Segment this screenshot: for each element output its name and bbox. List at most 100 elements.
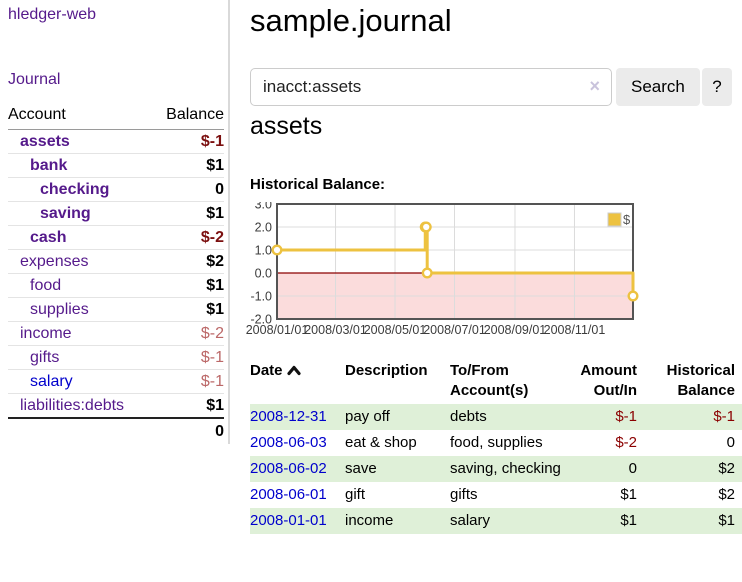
svg-text:-1.0: -1.0 xyxy=(250,290,272,304)
column-header-balance: Historical Balance xyxy=(666,362,735,399)
account-row: cash $-2 xyxy=(8,225,224,250)
search-input[interactable] xyxy=(250,68,612,106)
transaction-balance: $1 xyxy=(718,512,735,529)
account-row: liabilities:debts $1 xyxy=(8,393,224,418)
transaction-amount: $-1 xyxy=(615,408,637,425)
account-link-expenses[interactable]: expenses xyxy=(20,253,89,270)
account-link-income[interactable]: income xyxy=(20,325,72,342)
svg-text:2008/07/01: 2008/07/01 xyxy=(423,323,486,337)
column-header-accounts: To/From Account(s) xyxy=(450,362,529,399)
account-row: checking 0 xyxy=(8,177,224,202)
account-balance: $1 xyxy=(152,273,224,298)
account-balance: $-2 xyxy=(152,321,224,346)
account-link-bank[interactable]: bank xyxy=(30,157,68,174)
transaction-balance: $-1 xyxy=(713,408,735,425)
transaction-row: 2008-01-01 income salary $1 $1 xyxy=(250,508,742,534)
svg-text:2008/09/01: 2008/09/01 xyxy=(484,323,547,337)
transaction-date-link[interactable]: 2008-06-02 xyxy=(250,460,327,477)
transaction-amount: $-2 xyxy=(615,434,637,451)
search-box: × xyxy=(250,68,612,106)
app-title-link[interactable]: hledger-web xyxy=(8,6,97,23)
sidebar-table-header: Account Balance xyxy=(8,106,224,130)
register-header-row: Date Description To/From Account(s) Amou… xyxy=(250,358,742,404)
svg-text:1.0: 1.0 xyxy=(255,244,272,258)
sidebar-accounts-table: Account Balance assets $-1 bank $1 checking 0… xyxy=(8,106,224,443)
transaction-date-link[interactable]: 2008-06-01 xyxy=(250,486,327,503)
svg-text:2008/01/01: 2008/01/01 xyxy=(246,323,309,337)
register-body: 2008-12-31 pay off debts $-1 $-1 2008-06-03 ea… xyxy=(250,404,742,534)
account-balance: $-1 xyxy=(152,369,224,394)
search-bar: × Search ? xyxy=(250,68,742,108)
account-heading: assets xyxy=(250,112,323,140)
transaction-amount: 0 xyxy=(628,460,637,477)
account-balance: $-1 xyxy=(152,345,224,370)
account-link-liabilities-debts[interactable]: liabilities:debts xyxy=(20,397,125,414)
account-row: assets $-1 xyxy=(8,130,224,154)
transaction-date-link[interactable]: 2008-01-01 xyxy=(250,512,327,529)
date-column-label: Date xyxy=(250,362,283,379)
svg-text:-2.0: -2.0 xyxy=(250,313,272,327)
svg-text:2008/03/01: 2008/03/01 xyxy=(304,323,367,337)
transaction-row: 2008-12-31 pay off debts $-1 $-1 xyxy=(250,404,742,430)
account-link-food[interactable]: food xyxy=(30,277,62,294)
transaction-row: 2008-06-01 gift gifts $1 $2 xyxy=(250,482,742,508)
account-balance: $1 xyxy=(152,393,224,418)
account-column-header: Account xyxy=(8,106,153,130)
account-row: bank $1 xyxy=(8,153,224,178)
register-table: Date Description To/From Account(s) Amou… xyxy=(250,358,742,534)
account-link-supplies[interactable]: supplies xyxy=(30,301,89,318)
svg-text:3.0: 3.0 xyxy=(255,202,272,212)
account-balance: $-2 xyxy=(152,225,224,250)
transaction-balance: 0 xyxy=(726,434,735,451)
transaction-description: save xyxy=(345,460,377,477)
sort-ascending-icon xyxy=(286,365,301,376)
transaction-row: 2008-06-03 eat & shop food, supplies $-2 0 xyxy=(250,430,742,456)
account-row: food $1 xyxy=(8,273,224,298)
account-row: expenses $2 xyxy=(8,249,224,274)
account-balance: $1 xyxy=(152,201,224,226)
transaction-balance: $2 xyxy=(718,460,735,477)
account-balance: $1 xyxy=(152,153,224,178)
account-row: gifts $-1 xyxy=(8,345,224,370)
account-balance: $2 xyxy=(152,249,224,274)
svg-text:$: $ xyxy=(623,212,631,227)
column-header-description: Description xyxy=(345,362,428,379)
transaction-amount: $1 xyxy=(620,486,637,503)
balance-column-header: Balance xyxy=(152,106,224,130)
transaction-date-link[interactable]: 2008-12-31 xyxy=(250,408,327,425)
svg-text:0.0: 0.0 xyxy=(255,267,272,281)
transaction-description: eat & shop xyxy=(345,434,417,451)
column-header-date[interactable]: Date xyxy=(250,358,345,404)
clear-search-icon[interactable]: × xyxy=(589,76,600,96)
account-link-assets[interactable]: assets xyxy=(20,133,70,150)
column-header-amount: Amount Out/In xyxy=(580,362,637,399)
main-content: sample.journal × Search ? assets Histori… xyxy=(246,0,742,582)
transaction-balance: $2 xyxy=(718,486,735,503)
total-row: 0 xyxy=(8,417,224,443)
sidebar: hledger-web Journal Account Balance asse… xyxy=(0,0,230,444)
chart-title: Historical Balance: xyxy=(250,176,386,193)
transaction-accounts: debts xyxy=(450,408,487,425)
account-balance: 0 xyxy=(152,177,224,202)
sidebar-accounts-body: assets $-1 bank $1 checking 0 saving $1 cash $-2 e… xyxy=(8,130,224,418)
page-title: sample.journal xyxy=(250,3,452,38)
transaction-date-link[interactable]: 2008-06-03 xyxy=(250,434,327,451)
account-link-cash[interactable]: cash xyxy=(30,229,67,246)
historical-balance-chart[interactable]: 3.0 2.0 1.0 0.0 -1.0 -2.02008/01/012008/03/01… xyxy=(240,202,640,347)
svg-text:2008/05/01: 2008/05/01 xyxy=(364,323,427,337)
account-link-saving[interactable]: saving xyxy=(40,205,91,222)
total-balance: 0 xyxy=(8,417,224,443)
transaction-row: 2008-06-02 save saving, checking 0 $2 xyxy=(250,456,742,482)
account-row: salary $-1 xyxy=(8,369,224,394)
transaction-description: gift xyxy=(345,486,366,503)
help-button[interactable]: ? xyxy=(702,68,732,106)
account-link-salary[interactable]: salary xyxy=(30,373,73,390)
account-link-checking[interactable]: checking xyxy=(40,181,110,198)
account-balance: $1 xyxy=(152,297,224,322)
account-link-gifts[interactable]: gifts xyxy=(30,349,60,366)
account-row: saving $1 xyxy=(8,201,224,226)
search-button[interactable]: Search xyxy=(616,68,700,106)
nav-journal-link[interactable]: Journal xyxy=(8,71,61,88)
account-row: income $-2 xyxy=(8,321,224,346)
transaction-accounts: food, supplies xyxy=(450,434,543,451)
